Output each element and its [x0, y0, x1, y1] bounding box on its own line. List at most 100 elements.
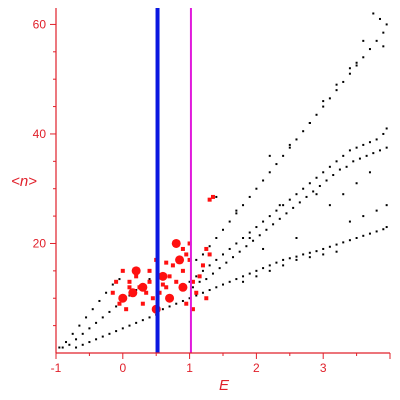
data-point: [262, 247, 265, 250]
data-point: [368, 48, 371, 51]
data-point: [328, 97, 331, 100]
data-point: [308, 122, 311, 124]
data-point: [355, 146, 358, 149]
data-point: [245, 245, 248, 248]
data-point: [201, 253, 204, 256]
data-point: [148, 316, 151, 319]
data-point: [205, 278, 208, 281]
data-point: [328, 204, 331, 207]
data-point: [335, 243, 338, 246]
data-point: [135, 321, 138, 324]
data-point: [187, 241, 192, 246]
data-point: [275, 261, 278, 264]
data-point: [201, 269, 204, 272]
data-point: [308, 182, 311, 185]
data-point: [342, 80, 345, 83]
data-point: [288, 198, 291, 201]
data-point: [355, 61, 358, 64]
data-point: [215, 237, 218, 239]
data-point: [282, 258, 285, 261]
data-point: [342, 154, 345, 157]
data-point: [352, 160, 355, 163]
data-point: [127, 285, 132, 290]
data-point: [170, 263, 175, 268]
data-point: [285, 212, 288, 215]
data-point: [108, 332, 111, 335]
data-point: [355, 237, 358, 239]
data-point: [204, 246, 209, 251]
data-point: [175, 255, 185, 265]
data-point: [147, 279, 152, 284]
data-point: [197, 274, 202, 279]
data-point: [335, 160, 338, 163]
data-point: [368, 141, 371, 144]
data-point: [378, 149, 381, 152]
data-point: [105, 291, 108, 294]
data-point: [368, 232, 371, 235]
data-point: [98, 299, 101, 302]
data-point: [235, 242, 238, 245]
data-point: [365, 154, 368, 157]
data-point: [228, 280, 231, 283]
data-point: [248, 272, 251, 275]
vertical-lines: [155, 8, 192, 353]
data-point: [218, 267, 221, 270]
data-point: [137, 285, 142, 290]
data-point: [110, 290, 115, 295]
data-point: [211, 272, 214, 275]
data-point: [207, 197, 212, 202]
data-point: [375, 138, 378, 141]
data-point: [262, 267, 265, 270]
data-point: [235, 209, 238, 212]
data-point: [208, 245, 211, 248]
data-point: [265, 228, 268, 231]
data-point: [348, 67, 351, 70]
data-point: [372, 152, 375, 155]
data-point: [252, 239, 255, 242]
data-point: [88, 327, 91, 330]
data-point: [368, 171, 371, 174]
data-point: [180, 268, 185, 273]
data-point: [121, 327, 124, 330]
data-point: [275, 209, 278, 212]
data-point: [101, 316, 104, 319]
data-point: [164, 285, 169, 290]
data-point: [78, 324, 81, 327]
data-point: [288, 143, 291, 146]
data-point: [268, 215, 271, 218]
data-point: [322, 247, 325, 250]
data-point: [148, 278, 151, 281]
data-point: [198, 280, 201, 283]
data-point: [348, 72, 351, 75]
data-point: [308, 256, 311, 259]
axes: -1 0 1 2 3 20 40 60: [33, 8, 391, 375]
data-point: [325, 179, 328, 182]
data-point: [168, 305, 171, 308]
data-point: [81, 332, 84, 335]
data-point: [187, 257, 192, 262]
data-point: [305, 195, 308, 198]
data-point: [278, 217, 281, 220]
data-point: [242, 280, 245, 283]
data-point: [268, 154, 271, 157]
data-point: [242, 237, 245, 239]
data-point: [332, 174, 335, 177]
data-point: [118, 278, 121, 281]
data-point: [362, 143, 365, 146]
data-point: [268, 171, 271, 174]
x-tick-label: -1: [51, 361, 62, 375]
data-point: [382, 228, 385, 231]
data-point: [382, 132, 385, 135]
data-point: [138, 282, 148, 292]
data-point: [282, 204, 285, 207]
data-point: [222, 283, 224, 286]
data-point: [288, 257, 291, 260]
data-point: [118, 293, 128, 303]
data-point: [335, 83, 338, 86]
data-point: [188, 280, 191, 283]
data-point: [61, 346, 64, 349]
data-point: [65, 341, 68, 344]
data-point: [238, 250, 241, 253]
